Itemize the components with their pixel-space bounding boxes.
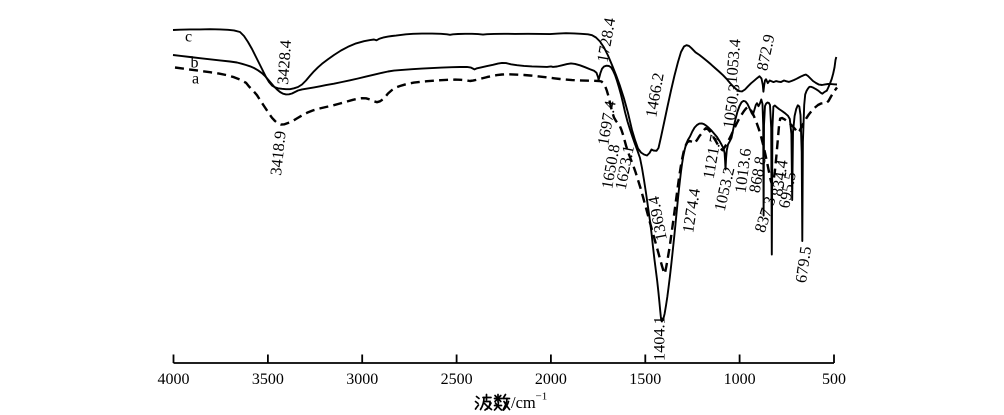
- svg-text:3000: 3000: [346, 371, 378, 388]
- svg-text:−1: −1: [536, 391, 548, 403]
- svg-text:a: a: [192, 71, 199, 88]
- svg-text:2000: 2000: [535, 371, 567, 388]
- svg-text:1053.4: 1053.4: [722, 38, 745, 84]
- svg-text:3500: 3500: [252, 371, 284, 388]
- svg-text:1404.1: 1404.1: [650, 316, 669, 361]
- svg-text:1000: 1000: [724, 371, 756, 388]
- svg-text:c: c: [185, 29, 192, 46]
- svg-text:/cm: /cm: [511, 393, 536, 412]
- svg-text:b: b: [191, 55, 199, 72]
- svg-text:3428.4: 3428.4: [273, 39, 295, 85]
- svg-text:4000: 4000: [158, 371, 190, 388]
- svg-text:1500: 1500: [629, 371, 661, 388]
- svg-text:2500: 2500: [441, 371, 473, 388]
- svg-text:3418.9: 3418.9: [266, 130, 290, 177]
- svg-text:679.5: 679.5: [791, 245, 815, 284]
- svg-text:500: 500: [822, 371, 846, 388]
